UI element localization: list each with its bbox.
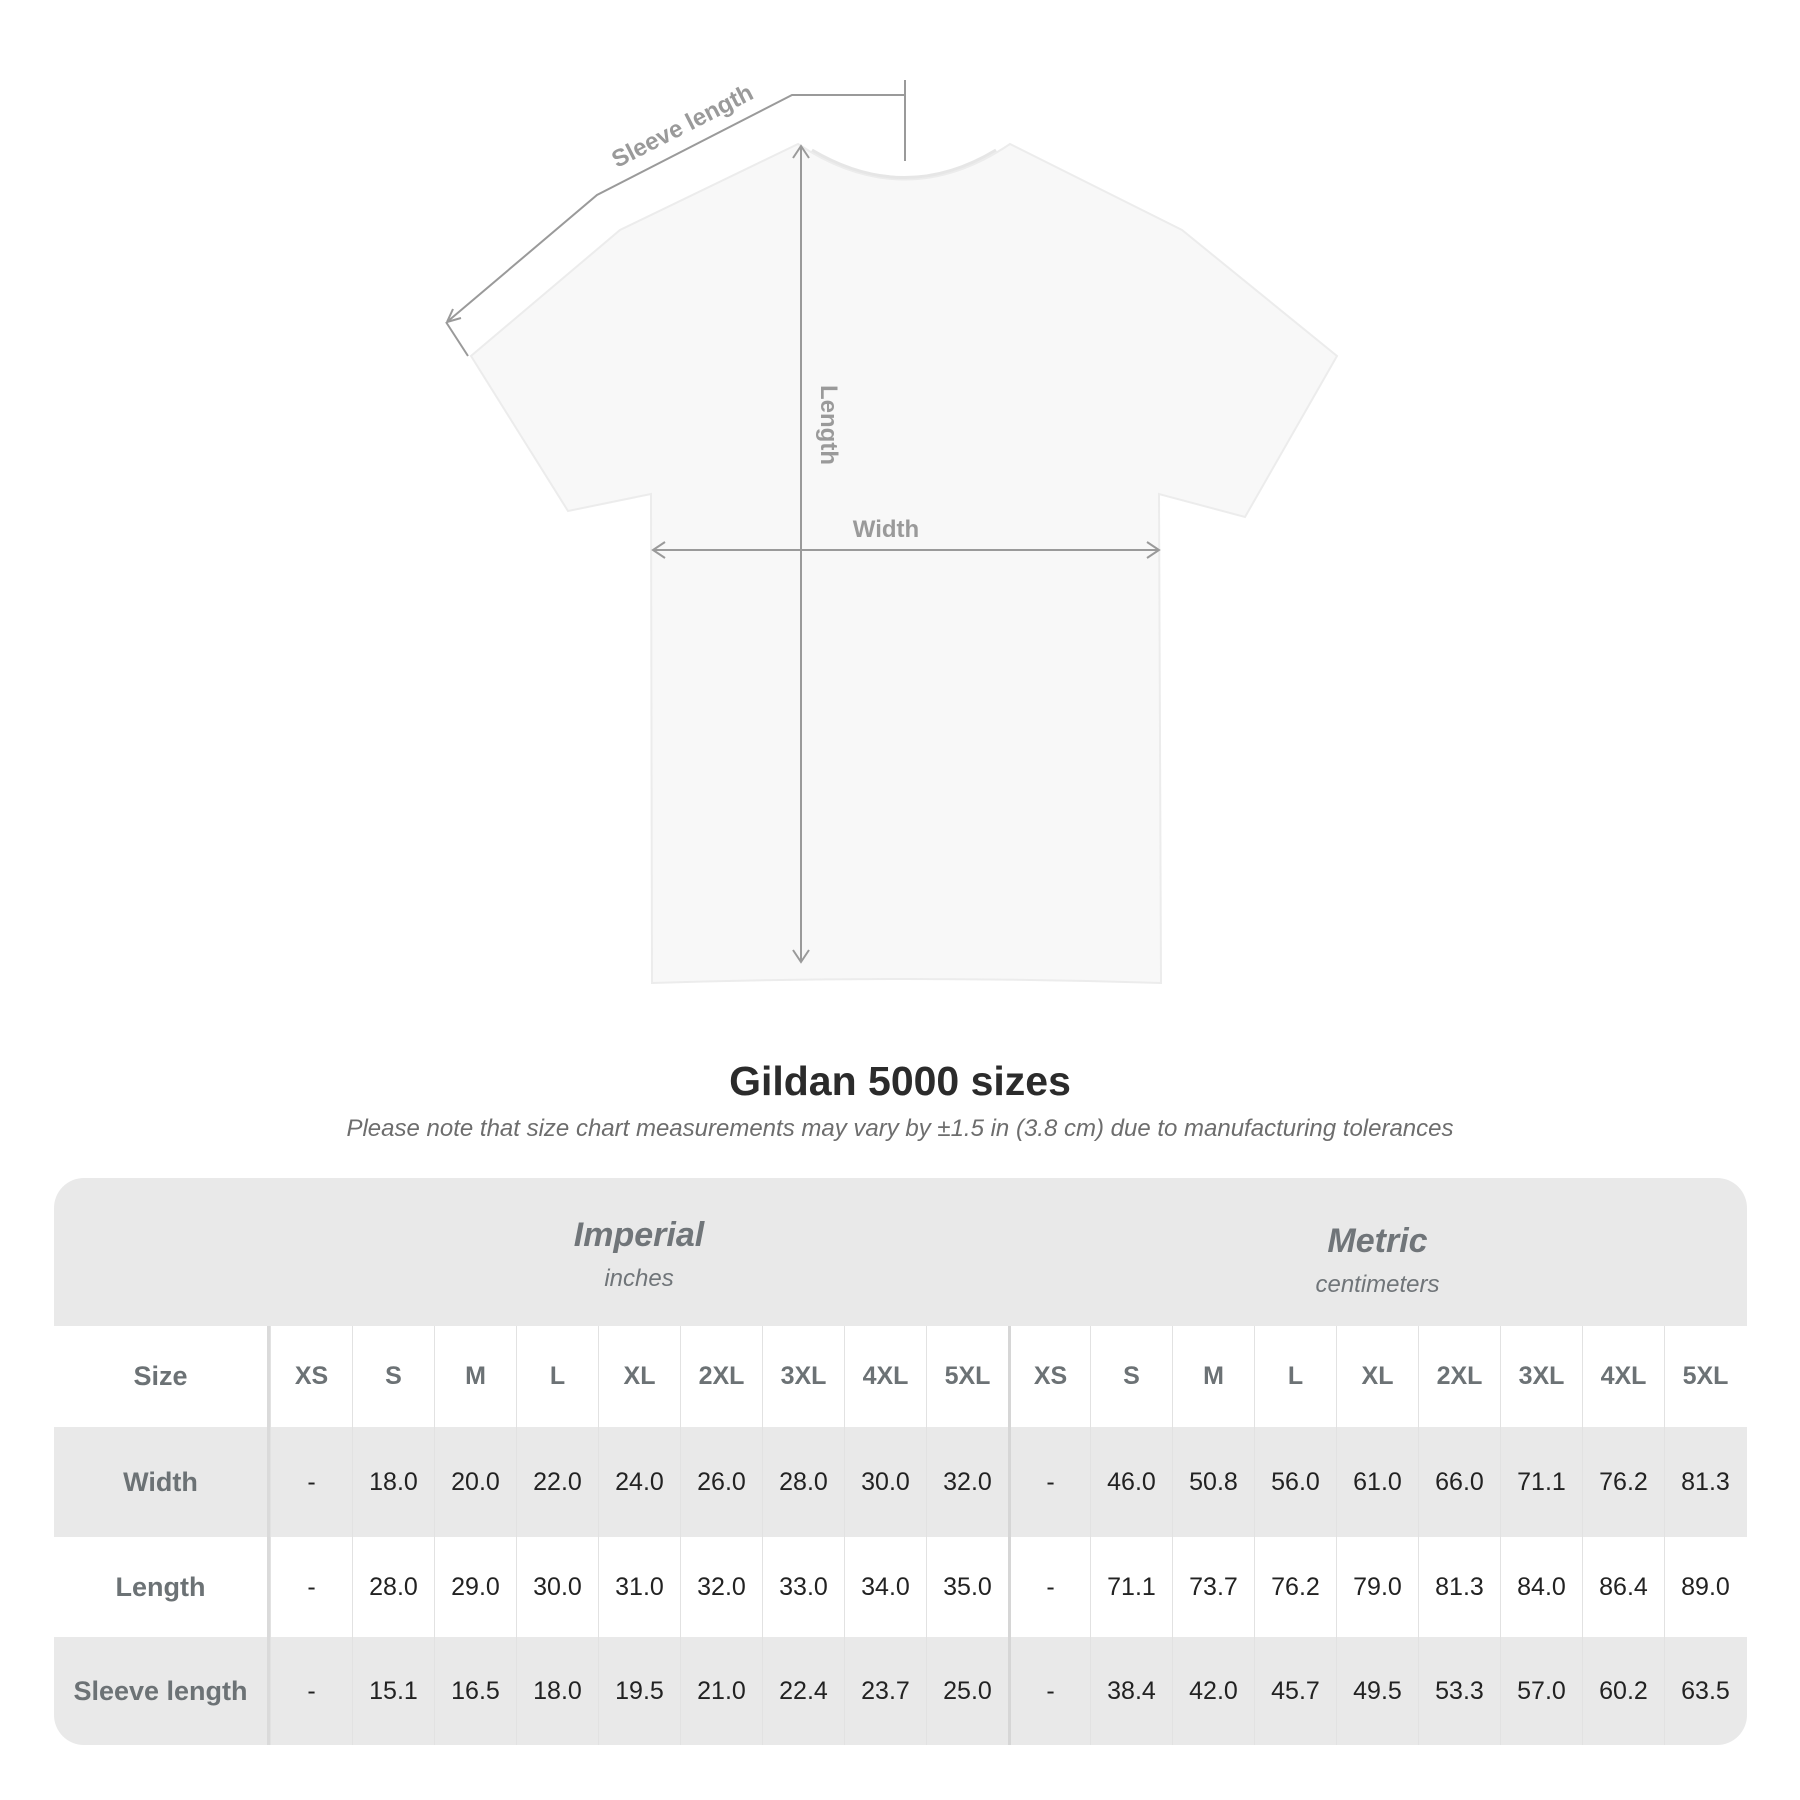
- value-cell: 28.0: [352, 1537, 434, 1637]
- size-header-cell: 3XL: [762, 1326, 844, 1427]
- size-header-cell: XL: [598, 1326, 680, 1427]
- width-label: Width: [853, 516, 919, 543]
- length-label: Length: [815, 385, 842, 465]
- tshirt-diagram: Sleeve length Length Width: [445, 79, 1339, 985]
- size-header-row: Size XS S M L XL 2XL 3XL 4XL 5XL XS S M L XL 2XL 3XL 4XL…: [54, 1326, 1747, 1427]
- value-cell: 84.0: [1500, 1537, 1582, 1637]
- value-cell: 33.0: [762, 1537, 844, 1637]
- value-cell: 26.0: [680, 1427, 762, 1537]
- value-cell: 15.1: [352, 1637, 434, 1745]
- metric-header: Metric centimeters: [1008, 1222, 1747, 1299]
- value-cell: 28.0: [762, 1427, 844, 1537]
- size-header-cell: 2XL: [1418, 1326, 1500, 1427]
- table-row: Length -28.0 29.0 30.0 31.0 32.0 33.0 34.0 35.0-…: [54, 1537, 1747, 1637]
- value-cell: -: [1008, 1427, 1090, 1537]
- value-cell: 63.5: [1664, 1637, 1746, 1745]
- metric-unit: centimeters: [1315, 1271, 1440, 1298]
- sleeve-length-label: Sleeve length: [608, 79, 758, 173]
- value-cell: 66.0: [1418, 1427, 1500, 1537]
- size-header-cell: 4XL: [1582, 1326, 1664, 1427]
- value-cell: 79.0: [1336, 1537, 1418, 1637]
- size-table: Imperial inches Metric centimeters Size …: [54, 1178, 1747, 1745]
- value-cell: 32.0: [680, 1537, 762, 1637]
- size-header-cell: XS: [1008, 1326, 1090, 1427]
- value-cell: 23.7: [844, 1637, 926, 1745]
- size-header-cell: 3XL: [1500, 1326, 1582, 1427]
- tshirt-shape: [469, 142, 1339, 985]
- value-cell: 21.0: [680, 1637, 762, 1745]
- value-cell: 61.0: [1336, 1427, 1418, 1537]
- size-header-cell: 2XL: [680, 1326, 762, 1427]
- value-cell: 73.7: [1172, 1537, 1254, 1637]
- value-cell: 81.3: [1418, 1537, 1500, 1637]
- value-cell: 16.5: [434, 1637, 516, 1745]
- value-cell: 42.0: [1172, 1637, 1254, 1745]
- value-cell: 71.1: [1090, 1537, 1172, 1637]
- tolerance-note: Please note that size chart measurements…: [346, 1115, 1454, 1142]
- value-cell: 45.7: [1254, 1637, 1336, 1745]
- value-cell: -: [270, 1427, 352, 1537]
- value-cell: 35.0: [926, 1537, 1008, 1637]
- value-cell: 18.0: [516, 1637, 598, 1745]
- row-label: Width: [54, 1427, 270, 1537]
- value-cell: 19.5: [598, 1637, 680, 1745]
- row-label: Sleeve length: [54, 1637, 270, 1745]
- size-header-cell: M: [1172, 1326, 1254, 1427]
- value-cell: 31.0: [598, 1537, 680, 1637]
- sleeve-arrow: [446, 94, 905, 323]
- value-cell: 53.3: [1418, 1637, 1500, 1745]
- value-cell: 76.2: [1582, 1427, 1664, 1537]
- value-cell: 22.4: [762, 1637, 844, 1745]
- value-cell: 34.0: [844, 1537, 926, 1637]
- value-cell: -: [1008, 1637, 1090, 1745]
- value-cell: 56.0: [1254, 1427, 1336, 1537]
- imperial-header: Imperial inches: [270, 1216, 1008, 1293]
- value-cell: 32.0: [926, 1427, 1008, 1537]
- page-title: Gildan 5000 sizes: [729, 1058, 1071, 1104]
- value-cell: 22.0: [516, 1427, 598, 1537]
- row-label: Length: [54, 1537, 270, 1637]
- size-header-cell: XL: [1336, 1326, 1418, 1427]
- value-cell: 81.3: [1664, 1427, 1746, 1537]
- value-cell: 57.0: [1500, 1637, 1582, 1745]
- size-header-cell: L: [1254, 1326, 1336, 1427]
- value-cell: 60.2: [1582, 1637, 1664, 1745]
- value-cell: 30.0: [844, 1427, 926, 1537]
- value-cell: -: [1008, 1537, 1090, 1637]
- imperial-unit: inches: [604, 1265, 674, 1292]
- value-cell: 76.2: [1254, 1537, 1336, 1637]
- size-header-cell: S: [352, 1326, 434, 1427]
- value-cell: -: [270, 1637, 352, 1745]
- size-label: Size: [54, 1326, 270, 1427]
- value-cell: 30.0: [516, 1537, 598, 1637]
- value-cell: 18.0: [352, 1427, 434, 1537]
- table-row: Sleeve length -15.1 16.5 18.0 19.5 21.0 22.4 23…: [54, 1637, 1747, 1745]
- size-header-cell: S: [1090, 1326, 1172, 1427]
- value-cell: 46.0: [1090, 1427, 1172, 1537]
- size-header-cell: 4XL: [844, 1326, 926, 1427]
- value-cell: 86.4: [1582, 1537, 1664, 1637]
- value-cell: 89.0: [1664, 1537, 1746, 1637]
- value-cell: 50.8: [1172, 1427, 1254, 1537]
- value-cell: 25.0: [926, 1637, 1008, 1745]
- size-header-cell: M: [434, 1326, 516, 1427]
- size-header-cell: XS: [270, 1326, 352, 1427]
- value-cell: 20.0: [434, 1427, 516, 1537]
- imperial-title: Imperial: [573, 1216, 705, 1254]
- metric-title: Metric: [1327, 1222, 1428, 1260]
- size-header-cell: 5XL: [1664, 1326, 1746, 1427]
- value-cell: 29.0: [434, 1537, 516, 1637]
- value-cell: 38.4: [1090, 1637, 1172, 1745]
- size-header-cell: L: [516, 1326, 598, 1427]
- size-header-cell: 5XL: [926, 1326, 1008, 1427]
- value-cell: 49.5: [1336, 1637, 1418, 1745]
- value-cell: 71.1: [1500, 1427, 1582, 1537]
- value-cell: -: [270, 1537, 352, 1637]
- value-cell: 24.0: [598, 1427, 680, 1537]
- table-row: Width -18.0 20.0 22.0 24.0 26.0 28.0 30.0 32.0-4…: [54, 1427, 1747, 1537]
